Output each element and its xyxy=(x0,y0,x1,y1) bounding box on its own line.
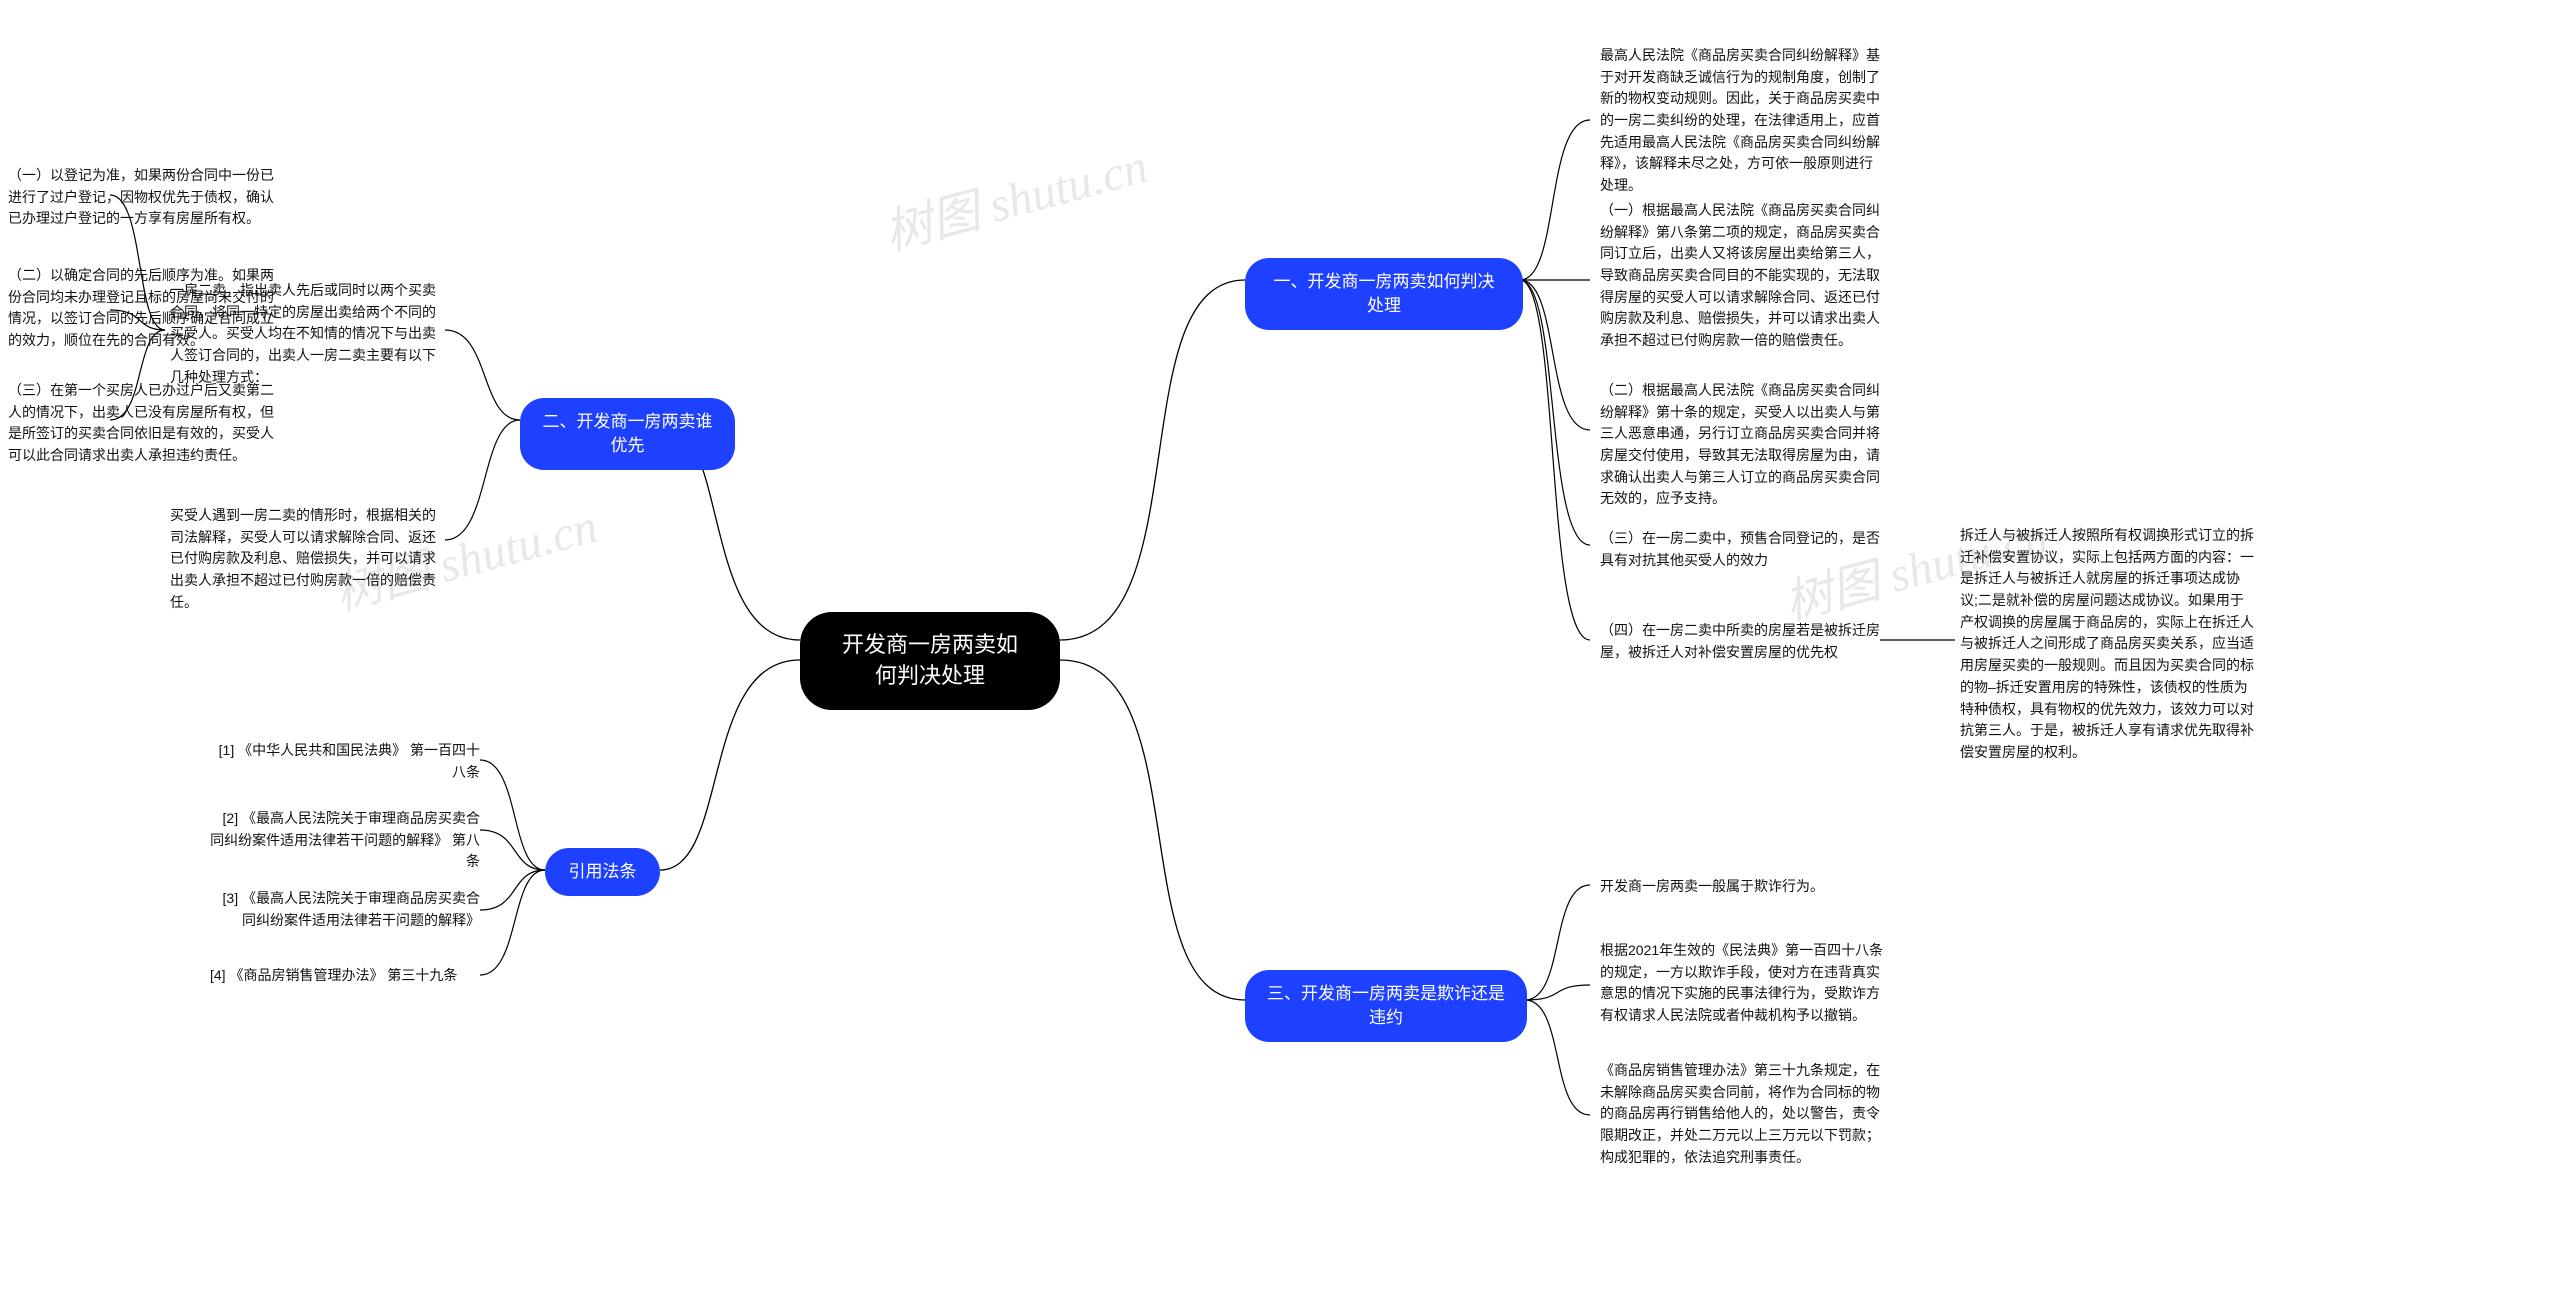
leaf-b1-3: （二）根据最高人民法院《商品房买卖合同纠纷解释》第十条的规定，买受人以出卖人与第… xyxy=(1600,380,1890,510)
leaf-b4-4: [4] 《商品房销售管理办法》 第三十九条 xyxy=(210,965,457,987)
branch-node-2[interactable]: 二、开发商一房两卖谁优先 xyxy=(520,398,735,470)
central-node[interactable]: 开发商一房两卖如何判决处理 xyxy=(800,612,1060,710)
leaf-b1-4: （三）在一房二卖中，预售合同登记的，是否具有对抗其他买受人的效力 xyxy=(1600,528,1890,571)
watermark: 树图 shutu.cn xyxy=(876,126,1154,263)
leaf-b3-1: 开发商一房两卖一般属于欺诈行为。 xyxy=(1600,876,1824,898)
branch-node-4[interactable]: 引用法条 xyxy=(545,848,660,896)
leaf-b1-1: 最高人民法院《商品房买卖合同纠纷解释》基于对开发商缺乏诚信行为的规制角度，创制了… xyxy=(1600,45,1880,197)
leaf-b2-3: （三）在第一个买房人已办过户后又卖第二人的情况下，出卖人已没有房屋所有权，但是所… xyxy=(8,380,283,467)
branch-node-3[interactable]: 三、开发商一房两卖是欺诈还是违约 xyxy=(1245,970,1527,1042)
leaf-b4-1: [1] 《中华人民共和国民法典》 第一百四十八条 xyxy=(210,740,480,783)
leaf-b3-3: 《商品房销售管理办法》第三十九条规定，在未解除商品房买卖合同前，将作为合同标的物… xyxy=(1600,1060,1885,1168)
leaf-b4-3: [3] 《最高人民法院关于审理商品房买卖合同纠纷案件适用法律若干问题的解释》 xyxy=(210,888,480,931)
leaf-b1-5: （四）在一房二卖中所卖的房屋若是被拆迁房屋，被拆迁人对补偿安置房屋的优先权 xyxy=(1600,620,1880,663)
leaf-b2-2: （二）以确定合同的先后顺序为准。如果两份合同均未办理登记且标的房屋尚未交付的情况… xyxy=(8,265,283,352)
leaf-b1-5-detail: 拆迁人与被拆迁人按照所有权调换形式订立的拆迁补偿安置协议，实际上包括两方面的内容… xyxy=(1960,525,2255,764)
leaf-b4-2: [2] 《最高人民法院关于审理商品房买卖合同纠纷案件适用法律若干问题的解释》 第… xyxy=(210,808,480,873)
branch-node-1[interactable]: 一、开发商一房两卖如何判决处理 xyxy=(1245,258,1523,330)
leaf-b2-outro: 买受人遇到一房二卖的情形时，根据相关的司法解释，买受人可以请求解除合同、返还已付… xyxy=(170,505,445,613)
leaf-b1-2: （一）根据最高人民法院《商品房买卖合同纠纷解释》第八条第二项的规定，商品房买卖合… xyxy=(1600,200,1890,352)
leaf-b3-2: 根据2021年生效的《民法典》第一百四十八条的规定，一方以欺诈手段，使对方在违背… xyxy=(1600,940,1885,1027)
leaf-b2-1: （一）以登记为准，如果两份合同中一份已进行了过户登记，因物权优先于债权，确认已办… xyxy=(8,165,283,230)
